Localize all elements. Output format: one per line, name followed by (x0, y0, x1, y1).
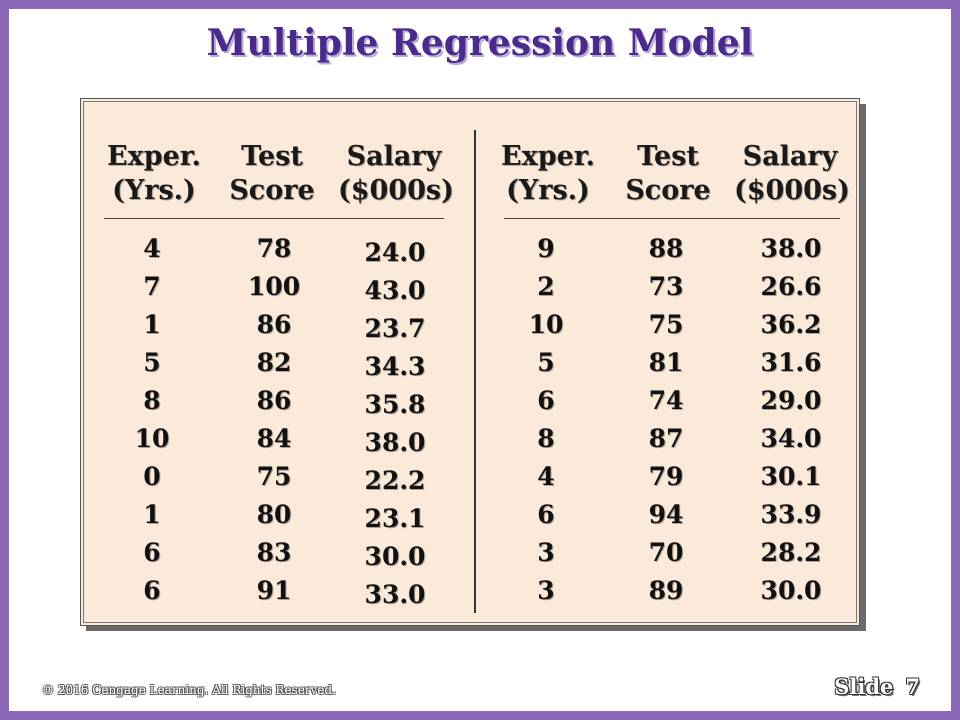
left-header-test-line2: Score (229, 175, 315, 206)
table-cell: 1 (143, 500, 161, 529)
table-divider (474, 130, 476, 613)
right-header-test-line1: Test (637, 141, 699, 172)
table-cell: 38.0 (760, 234, 822, 263)
left-test-score-column: 78 100 86 82 86 84 75 80 83 91 (236, 230, 312, 610)
left-header-test-line1: Test (241, 141, 303, 172)
table-cell: 36.2 (760, 310, 822, 339)
table-cell: 38.0 (364, 428, 426, 457)
left-experience-column: 4 7 1 5 8 10 0 1 6 6 (122, 230, 182, 610)
right-header-exper-line1: Exper. (501, 141, 595, 172)
table-cell: 6 (537, 500, 555, 529)
table-cell: 87 (648, 424, 684, 453)
table-cell: 74 (648, 386, 684, 415)
table-cell: 81 (648, 348, 684, 377)
table-cell: 73 (648, 272, 684, 301)
table-cell: 28.2 (760, 538, 822, 567)
table-cell: 0 (143, 462, 161, 491)
table-cell: 75 (256, 462, 292, 491)
table-cell: 22.2 (364, 466, 426, 495)
table-cell: 23.1 (364, 504, 426, 533)
table-cell: 31.6 (760, 348, 822, 377)
table-cell: 79 (648, 462, 684, 491)
left-header-salary-line1: Salary (346, 141, 442, 172)
table-cell: 80 (256, 500, 292, 529)
table-cell: 35.8 (364, 390, 426, 419)
right-header-test: Test Score (618, 140, 718, 208)
table-cell: 94 (648, 500, 684, 529)
slide-label: Slide (834, 674, 894, 699)
table-cell: 8 (537, 424, 555, 453)
table-cell: 4 (537, 462, 555, 491)
right-header-salary: Salary ($000s) (734, 140, 850, 208)
slide-title: Multiple Regression Model (206, 22, 754, 64)
table-cell: 78 (256, 234, 292, 263)
right-header-rule (504, 218, 840, 219)
slide-number: 7 (905, 674, 920, 699)
slide-number-label: Slide 7 (834, 674, 920, 699)
table-cell: 83 (256, 538, 292, 567)
table-cell: 33.9 (760, 500, 822, 529)
left-header-salary: Salary ($000s) (338, 140, 454, 208)
copyright-notice: © 2016 Cengage Learning. All Rights Rese… (42, 683, 336, 697)
table-cell: 1 (143, 310, 161, 339)
table-cell: 5 (143, 348, 161, 377)
data-table-panel (80, 98, 860, 626)
right-header-test-line2: Score (625, 175, 711, 206)
table-cell: 30.0 (364, 542, 426, 571)
table-cell: 34.0 (760, 424, 822, 453)
left-header-test: Test Score (224, 140, 320, 208)
table-cell: 86 (256, 310, 292, 339)
table-cell: 82 (256, 348, 292, 377)
right-salary-column: 38.0 26.6 36.2 31.6 29.0 34.0 30.1 33.9 … (748, 230, 834, 610)
right-header-salary-line1: Salary (742, 141, 838, 172)
table-cell: 75 (648, 310, 684, 339)
table-cell: 23.7 (364, 314, 426, 343)
table-cell: 26.6 (760, 272, 822, 301)
table-cell: 2 (537, 272, 555, 301)
left-header-exper: Exper. (Yrs.) (98, 140, 210, 208)
right-header-salary-line2: ($000s) (734, 175, 850, 206)
right-header-exper: Exper. (Yrs.) (492, 140, 604, 208)
right-experience-column: 9 2 10 5 6 8 4 6 3 3 (516, 230, 576, 610)
left-header-rule (104, 218, 444, 219)
table-cell: 10 (528, 310, 564, 339)
left-header-exper-line2: (Yrs.) (112, 175, 196, 206)
table-cell: 70 (648, 538, 684, 567)
table-cell: 6 (143, 538, 161, 567)
table-cell: 29.0 (760, 386, 822, 415)
table-cell: 86 (256, 386, 292, 415)
table-cell: 34.3 (364, 352, 426, 381)
table-cell: 7 (143, 272, 161, 301)
table-cell: 6 (143, 576, 161, 605)
table-cell: 88 (648, 234, 684, 263)
table-cell: 89 (648, 576, 684, 605)
table-cell: 9 (537, 234, 555, 263)
table-cell: 91 (256, 576, 292, 605)
table-cell: 5 (537, 348, 555, 377)
table-cell: 6 (537, 386, 555, 415)
table-cell: 30.0 (760, 576, 822, 605)
table-cell: 10 (134, 424, 170, 453)
table-cell: 84 (256, 424, 292, 453)
table-cell: 4 (143, 234, 161, 263)
left-header-salary-line2: ($000s) (338, 175, 454, 206)
table-cell: 24.0 (364, 238, 426, 267)
table-cell: 33.0 (364, 580, 426, 609)
right-header-exper-line2: (Yrs.) (506, 175, 590, 206)
table-cell: 43.0 (364, 276, 426, 305)
table-cell: 30.1 (760, 462, 822, 491)
right-test-score-column: 88 73 75 81 74 87 79 94 70 89 (628, 230, 704, 610)
table-cell: 3 (537, 538, 555, 567)
table-cell: 100 (247, 272, 301, 301)
table-cell: 3 (537, 576, 555, 605)
table-cell: 8 (143, 386, 161, 415)
left-header-exper-line1: Exper. (107, 141, 201, 172)
left-salary-column: 24.0 43.0 23.7 34.3 35.8 38.0 22.2 23.1 … (352, 234, 438, 614)
